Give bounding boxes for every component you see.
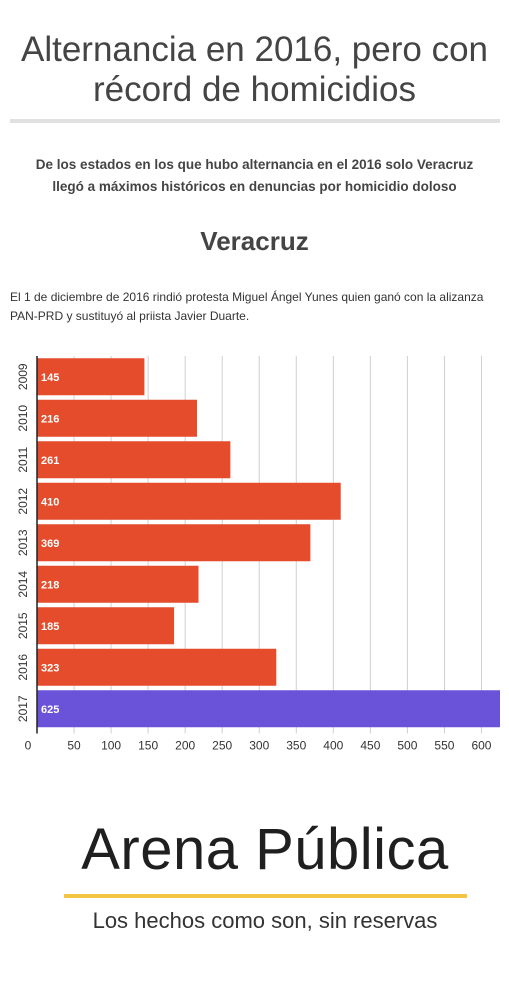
tick-label: 100 — [101, 739, 121, 753]
tick-label: 0 — [25, 739, 32, 753]
data-label: 185 — [41, 621, 59, 633]
data-label: 218 — [41, 579, 59, 591]
bar — [37, 524, 311, 562]
category-label: 2011 — [16, 447, 30, 473]
bar — [37, 648, 277, 686]
tick-label: 250 — [212, 739, 232, 753]
tick-label: 50 — [67, 739, 81, 753]
tick-label: 350 — [286, 739, 306, 753]
bar — [37, 358, 145, 396]
tick-label: 400 — [323, 739, 343, 753]
data-label: 145 — [41, 372, 59, 384]
brand-logo: Arena Pública Los hechos como son, sin r… — [62, 812, 468, 942]
category-label: 2014 — [16, 571, 30, 598]
chart-title: Alternancia en 2016, pero con récord de … — [21, 30, 488, 109]
brand-name: Arena Pública — [81, 817, 449, 882]
data-label: 410 — [41, 496, 59, 508]
category-label: 2009 — [16, 363, 30, 390]
category-label: 2015 — [16, 612, 30, 639]
bar — [37, 399, 198, 437]
chart-subtitle: De los estados en los que hubo alternanc… — [35, 157, 474, 194]
tick-label: 300 — [249, 739, 269, 753]
tick-label: 150 — [138, 739, 158, 753]
tick-label: 450 — [360, 739, 380, 753]
bar — [37, 441, 231, 479]
category-label: 2016 — [16, 654, 30, 681]
tick-label: 200 — [175, 739, 195, 753]
data-label: 625 — [41, 704, 59, 716]
state-heading: Veracruz — [200, 226, 309, 256]
data-label: 216 — [41, 413, 59, 425]
bar — [37, 482, 341, 520]
brand-underline — [64, 894, 467, 898]
bar — [37, 565, 199, 603]
bar — [37, 607, 175, 645]
bar-chart: 145 2009 216 2010 261 2011 410 2012 369 2013 218 20… — [16, 356, 500, 753]
brand-tagline: Los hechos como son, sin reservas — [92, 908, 438, 933]
bar — [37, 690, 500, 728]
category-label: 2013 — [16, 529, 30, 556]
category-label: 2012 — [16, 488, 30, 515]
title-divider — [10, 119, 500, 123]
data-label: 323 — [41, 662, 59, 674]
tick-label: 500 — [397, 739, 417, 753]
tick-label: 550 — [434, 739, 454, 753]
data-label: 261 — [41, 455, 59, 467]
category-label: 2017 — [16, 695, 30, 722]
data-label: 369 — [41, 538, 59, 550]
category-label: 2010 — [16, 405, 30, 432]
tick-label: 600 — [471, 739, 491, 753]
chart-note: El 1 de diciembre de 2016 rindió protest… — [10, 290, 484, 323]
